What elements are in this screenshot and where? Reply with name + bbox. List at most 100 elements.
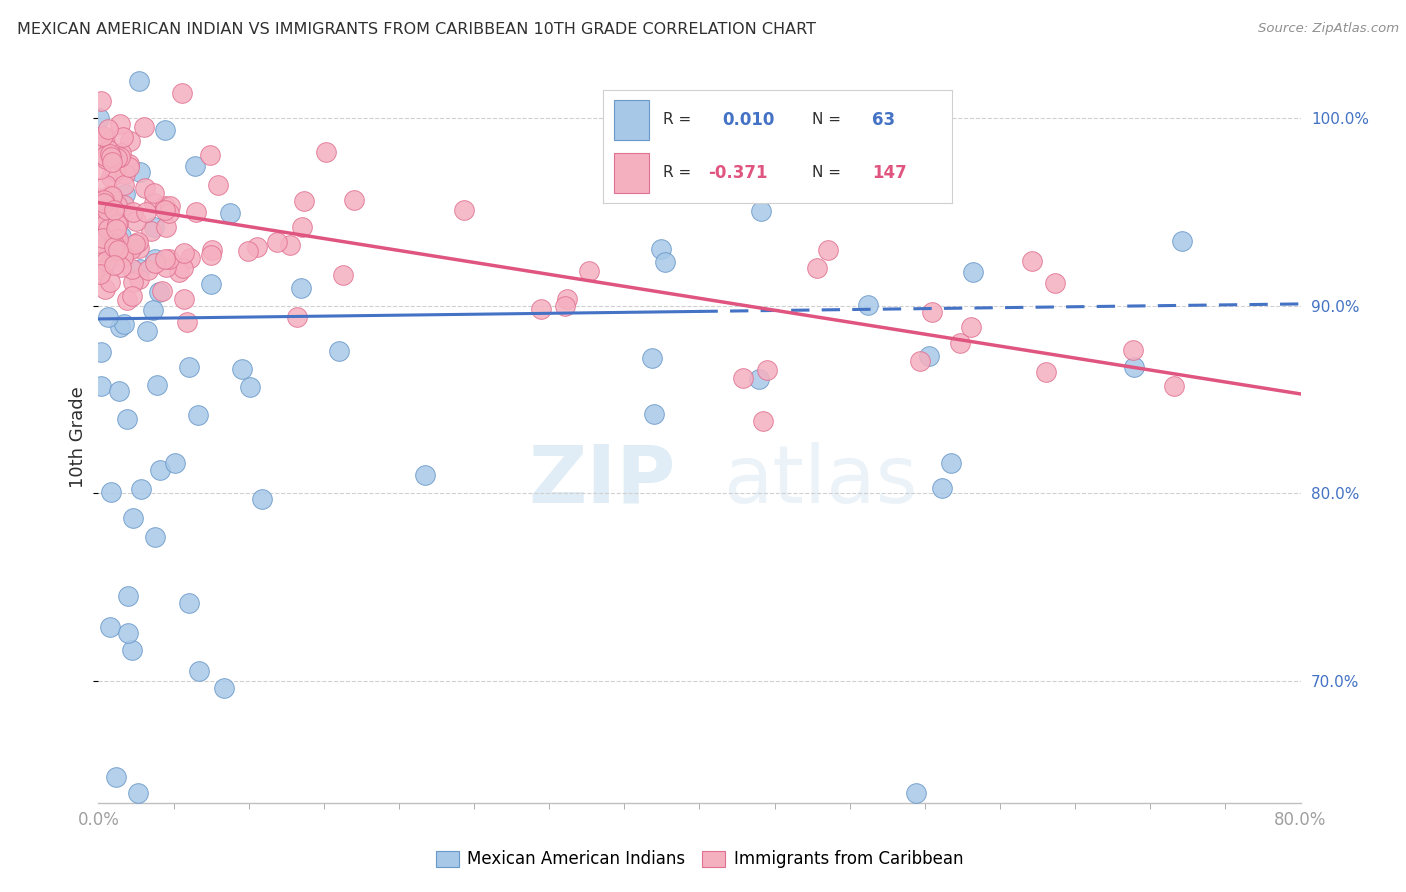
Point xyxy=(1123,359,1146,374)
Point xyxy=(107,244,129,258)
Point xyxy=(117,590,139,604)
Legend: Mexican American Indians, Immigrants from Caribbean: Mexican American Indians, Immigrants fro… xyxy=(429,844,970,875)
Point xyxy=(453,202,475,217)
Point xyxy=(105,232,128,246)
Point xyxy=(96,254,118,268)
Point xyxy=(103,202,125,217)
Point xyxy=(97,121,120,136)
Point xyxy=(105,770,128,784)
Point xyxy=(129,261,152,276)
Point xyxy=(238,244,260,258)
Point xyxy=(755,363,778,377)
Point xyxy=(121,262,143,277)
Point xyxy=(187,408,209,422)
Point xyxy=(117,412,139,426)
Point xyxy=(177,359,200,374)
Text: ZIP: ZIP xyxy=(529,442,675,520)
Point xyxy=(173,292,195,306)
Point xyxy=(114,318,136,332)
Point xyxy=(98,275,121,289)
Point xyxy=(132,120,155,135)
Point xyxy=(90,95,112,109)
Point xyxy=(105,218,128,232)
Point xyxy=(143,196,166,211)
Point xyxy=(94,251,117,265)
Point xyxy=(96,178,118,192)
Point xyxy=(128,272,150,286)
Point xyxy=(150,284,173,298)
Point xyxy=(129,165,152,179)
Point xyxy=(94,131,117,145)
Point xyxy=(87,211,110,226)
Point xyxy=(142,219,165,234)
Point xyxy=(115,244,138,259)
Point xyxy=(108,117,131,131)
Point xyxy=(118,157,141,171)
Point xyxy=(153,199,176,213)
Point xyxy=(122,510,145,524)
Point xyxy=(120,242,142,256)
Point xyxy=(104,164,127,178)
Point xyxy=(94,191,117,205)
Point xyxy=(343,193,366,207)
Point xyxy=(155,122,177,136)
Point xyxy=(89,256,111,270)
Point xyxy=(100,485,122,500)
Point xyxy=(153,252,176,266)
Point xyxy=(134,181,156,195)
Point xyxy=(291,220,314,235)
Point xyxy=(97,222,120,236)
Point xyxy=(105,222,128,236)
Point xyxy=(806,260,828,275)
Point xyxy=(165,456,187,470)
Point xyxy=(139,224,162,238)
Point xyxy=(1021,254,1043,268)
Point xyxy=(135,205,157,219)
Point xyxy=(143,252,166,266)
Point xyxy=(200,277,222,292)
Point xyxy=(176,315,198,329)
Point xyxy=(103,258,125,272)
Point xyxy=(98,143,121,157)
Point xyxy=(97,196,120,211)
Point xyxy=(110,150,132,164)
Point xyxy=(315,145,337,160)
Point xyxy=(101,155,124,169)
Point xyxy=(146,378,169,392)
Point xyxy=(114,167,136,181)
Point xyxy=(143,186,166,201)
Point xyxy=(159,199,181,213)
Point xyxy=(858,297,880,311)
Point xyxy=(179,251,201,265)
Point xyxy=(136,263,159,277)
Point xyxy=(89,140,111,154)
Point xyxy=(1171,235,1194,249)
Point xyxy=(917,349,939,363)
Point xyxy=(94,152,117,166)
Point xyxy=(121,289,143,303)
Point xyxy=(96,223,118,237)
Point xyxy=(1122,343,1144,357)
Point xyxy=(112,178,135,192)
Point xyxy=(107,232,129,246)
Point xyxy=(100,190,122,204)
Point xyxy=(201,243,224,257)
Point xyxy=(98,620,121,634)
Point xyxy=(170,86,193,100)
Point xyxy=(654,255,676,269)
Point xyxy=(105,151,128,165)
Point xyxy=(108,384,131,398)
Point xyxy=(292,194,315,208)
Point xyxy=(90,206,112,220)
Point xyxy=(266,235,288,250)
Point xyxy=(153,202,176,217)
Point xyxy=(413,467,436,482)
Point xyxy=(89,162,111,177)
Point xyxy=(118,160,141,174)
Point xyxy=(278,237,301,252)
Point xyxy=(172,261,194,276)
Point xyxy=(167,265,190,279)
Point xyxy=(103,236,125,251)
Y-axis label: 10th Grade: 10th Grade xyxy=(69,386,87,488)
Point xyxy=(212,681,235,695)
